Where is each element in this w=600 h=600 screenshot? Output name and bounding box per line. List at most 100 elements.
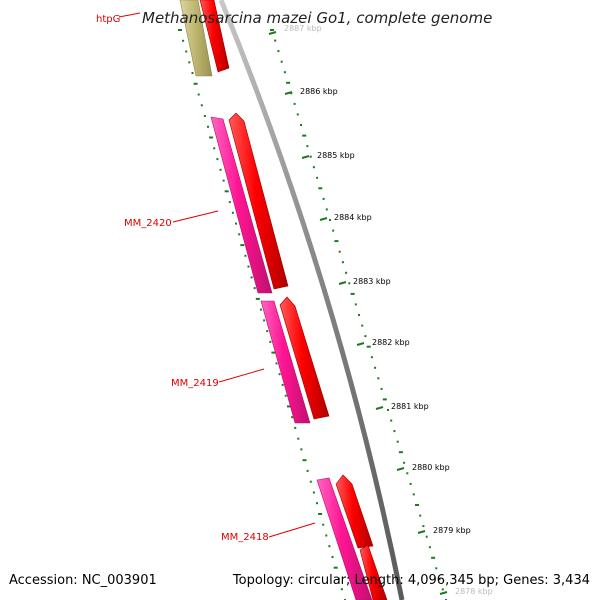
gc-content-dot — [309, 155, 312, 158]
gc-content-dot — [283, 71, 286, 74]
gc-content-dot — [406, 472, 409, 475]
gc-skew-dot — [322, 523, 325, 526]
scale-tick-label: 2883 kbp — [353, 277, 391, 286]
gc-content-dot — [293, 102, 296, 105]
gc-content-dot — [390, 419, 393, 422]
gc-skew-dot — [231, 211, 234, 214]
gc-content-dot — [325, 208, 328, 211]
gc-content-dot — [338, 250, 341, 253]
gc-skew-dot — [271, 351, 276, 354]
scale-tick-label: 2884 kbp — [334, 213, 372, 222]
gc-skew-dot — [331, 556, 334, 558]
gc-content-dot — [441, 588, 444, 591]
cds-forward-bottom[interactable] — [359, 544, 388, 600]
gc-content-dot — [300, 124, 302, 126]
gc-content-dot — [435, 567, 438, 570]
gc-skew-dot — [213, 147, 216, 150]
gc-skew-dot — [188, 61, 191, 64]
gene-labels: htpG MM_2420 MM_2419 MM_2418 — [96, 14, 269, 543]
gc-skew-dot — [255, 297, 260, 300]
gc-skew-dot — [340, 588, 343, 591]
gc-content-dot — [286, 81, 291, 84]
scale-tick: 2878 kbp — [439, 587, 493, 596]
gc-content-dot — [302, 134, 307, 137]
gc-skew-dot — [197, 93, 200, 96]
gc-content-dot — [396, 440, 399, 443]
gc-content-dot — [409, 482, 412, 485]
backbone-arc — [218, 0, 405, 600]
gc-skew-dot — [266, 330, 269, 333]
gc-skew-dot — [240, 244, 245, 247]
gc-skew-dot — [224, 190, 229, 193]
gc-content-dot — [364, 335, 367, 338]
scale-tick: 2884 kbp — [319, 213, 372, 222]
gc-content-dot — [370, 356, 373, 359]
scale-tick: 2886 kbp — [284, 87, 338, 96]
scale-tick: 2880 kbp — [396, 463, 450, 472]
gc-skew-dot — [300, 448, 303, 451]
gc-content-dot — [374, 366, 377, 369]
cds-forward-top[interactable] — [199, 0, 230, 73]
cds-mm-2418-reverse[interactable] — [316, 477, 373, 600]
gc-content-dot — [380, 387, 383, 390]
leader-mm-2420 — [172, 210, 219, 223]
scale-tick: 2887 kbp — [268, 24, 322, 35]
gc-skew-dot — [275, 362, 278, 365]
gc-skew-dot — [200, 104, 203, 107]
gc-skew-dot — [284, 394, 287, 397]
gene-label-mm-2420[interactable]: MM_2420 — [124, 218, 172, 229]
gc-skew-dot — [306, 469, 309, 472]
scale-tick-label: 2878 kbp — [455, 587, 493, 596]
scale-tick: 2879 kbp — [417, 526, 471, 535]
cds-mm-2419-reverse[interactable] — [260, 300, 311, 424]
gc-skew-dot — [253, 287, 256, 290]
gc-skew-dot — [259, 308, 262, 311]
cds-mm-2420-reverse[interactable] — [210, 116, 273, 294]
cds-mm-2418-forward[interactable] — [335, 474, 374, 549]
gc-skew-dot — [247, 265, 250, 268]
leader-mm-2419 — [218, 368, 265, 383]
gene-label-mm-2418[interactable]: MM_2418 — [221, 532, 269, 543]
gc-skew-inner-ring — [178, 29, 346, 600]
scale-tick-label: 2882 kbp — [372, 338, 410, 347]
gc-content-dot — [322, 197, 325, 200]
gc-content-dot — [345, 271, 348, 274]
gc-skew-dot — [228, 201, 231, 204]
gene-label-htpG[interactable]: htpG — [96, 14, 120, 25]
gc-content-dot — [428, 546, 431, 549]
scale-tick-label: 2881 kbp — [391, 402, 429, 411]
gc-content-dot — [387, 409, 389, 411]
backbone — [218, 0, 405, 600]
gc-content-dot — [431, 556, 436, 559]
gc-skew-dot — [209, 136, 214, 139]
feature-htpG-region[interactable] — [179, 0, 213, 77]
cds-mm-2420-forward[interactable] — [228, 112, 289, 290]
scale-tick-label: 2887 kbp — [284, 24, 322, 33]
gc-skew-dot — [222, 179, 225, 182]
gc-content-dot — [332, 229, 335, 232]
gc-content-dot — [329, 219, 331, 221]
scale-tick: 2881 kbp — [375, 402, 429, 411]
scale-tick: 2882 kbp — [356, 338, 410, 347]
gc-skew-dot — [178, 29, 182, 31]
gc-skew-dot — [291, 416, 294, 419]
cds-mm-2419-forward[interactable] — [279, 296, 330, 420]
gc-content-dot — [415, 504, 419, 506]
scale-tick: 2883 kbp — [338, 277, 391, 286]
gc-content-dot — [280, 60, 283, 63]
gc-content-dot — [350, 292, 355, 295]
gc-skew-dot — [328, 545, 331, 548]
gc-content-dot — [316, 176, 319, 179]
gc-content-dot — [318, 187, 323, 190]
gc-content-dot — [290, 92, 293, 95]
scale-tick-label: 2880 kbp — [412, 463, 450, 472]
gene-label-mm-2419[interactable]: MM_2419 — [171, 378, 219, 389]
gc-content-dot — [358, 314, 360, 316]
gc-skew-dot — [185, 50, 188, 53]
leader-mm-2418 — [268, 522, 316, 538]
gc-content-dot — [412, 493, 415, 496]
scale-tick: 2885 kbp — [301, 151, 355, 160]
gc-skew-dot — [269, 340, 272, 343]
scale-tick-label: 2885 kbp — [317, 151, 355, 160]
